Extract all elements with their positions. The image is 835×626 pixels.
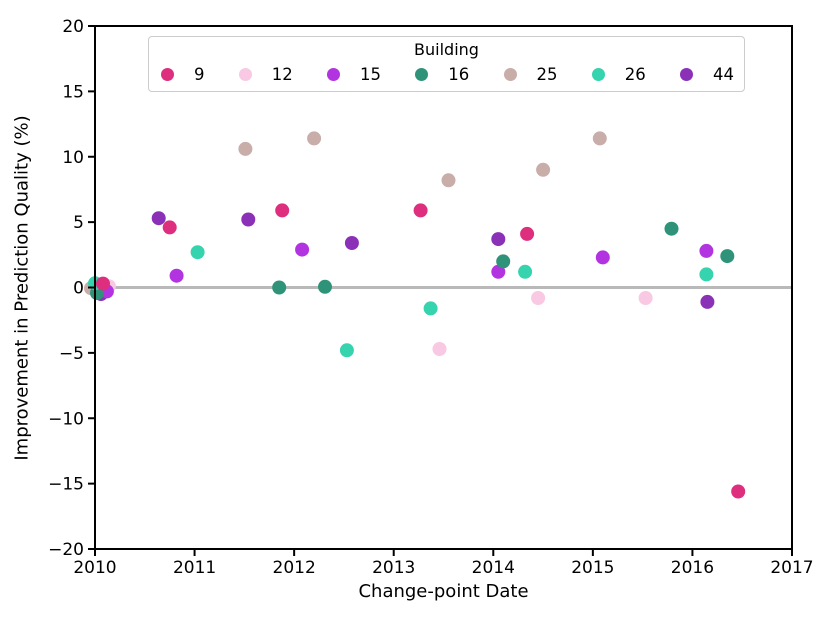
legend-swatch-25-icon <box>503 68 517 81</box>
x-tick-label: 2011 <box>173 558 216 578</box>
y-tick-label: 20 <box>62 17 84 37</box>
legend-label-25: 25 <box>536 65 558 84</box>
x-tick-label: 2014 <box>472 558 515 578</box>
point-building-12 <box>432 342 447 356</box>
legend-item-15: 15 <box>327 66 381 83</box>
point-building-15 <box>491 264 506 279</box>
y-tick-label: −5 <box>59 344 84 364</box>
legend-swatch-44-icon <box>680 68 693 81</box>
legend-swatch-26-icon <box>591 68 605 81</box>
point-building-44 <box>344 236 359 250</box>
point-building-44 <box>241 212 256 227</box>
point-building-16 <box>272 280 287 295</box>
point-building-25 <box>307 131 322 146</box>
y-tick-label: −10 <box>48 409 84 429</box>
point-building-26 <box>423 301 438 316</box>
legend-item-16: 16 <box>415 66 469 83</box>
point-building-44 <box>491 232 506 247</box>
point-building-25 <box>592 131 607 146</box>
point-building-15 <box>295 242 310 257</box>
legend-item-25: 25 <box>503 65 558 84</box>
legend-label-26: 26 <box>624 65 646 84</box>
legend-swatch-15-icon <box>327 68 340 81</box>
point-building-9 <box>520 226 535 241</box>
legend-swatch-12-icon <box>238 68 252 81</box>
y-axis-label: Improvement in Prediction Quality (%) <box>11 115 33 461</box>
point-building-15 <box>169 268 184 283</box>
point-building-26 <box>699 267 714 282</box>
point-building-9 <box>731 484 746 499</box>
legend: Building 9 12 15 16 25 26 44 <box>148 36 745 92</box>
point-building-15 <box>595 250 610 265</box>
legend-label-16: 16 <box>448 65 470 84</box>
legend-swatch-16-icon <box>415 68 429 81</box>
point-building-12 <box>531 291 546 305</box>
legend-item-44: 44 <box>680 66 734 83</box>
point-building-25 <box>441 173 456 188</box>
legend-label-9: 9 <box>194 65 205 84</box>
x-tick-label: 2016 <box>671 558 714 578</box>
point-building-44 <box>151 211 166 226</box>
point-building-26 <box>518 264 533 279</box>
y-tick-label: 0 <box>73 279 84 299</box>
point-building-16 <box>720 249 735 264</box>
point-building-15 <box>699 243 714 258</box>
point-building-9 <box>162 220 177 235</box>
legend-label-44: 44 <box>713 65 734 84</box>
y-tick-label: 5 <box>73 213 84 233</box>
point-building-9 <box>96 276 110 291</box>
legend-items: 9 12 15 16 25 26 44 <box>149 66 744 83</box>
legend-title: Building <box>414 40 479 59</box>
point-building-12 <box>638 291 653 305</box>
y-tick-label: 15 <box>62 82 84 102</box>
y-tick-label: 10 <box>62 148 84 168</box>
x-tick-label: 2013 <box>372 558 415 578</box>
legend-label-12: 12 <box>271 65 293 84</box>
legend-item-9: 9 <box>161 66 205 83</box>
legend-item-26: 26 <box>591 65 646 84</box>
point-building-9 <box>413 203 428 218</box>
point-building-16 <box>496 254 511 269</box>
legend-item-12: 12 <box>238 65 293 84</box>
point-building-16 <box>664 221 679 236</box>
legend-label-15: 15 <box>360 65 381 84</box>
point-building-44 <box>700 294 715 309</box>
point-building-25 <box>536 162 551 177</box>
y-tick-label: −15 <box>48 475 84 495</box>
x-axis-label: Change-point Date <box>358 581 529 602</box>
x-tick-label: 2015 <box>571 558 614 578</box>
point-building-9 <box>275 203 290 218</box>
point-building-26 <box>339 343 354 358</box>
x-tick-label: 2012 <box>273 558 316 578</box>
point-building-16 <box>318 279 332 294</box>
x-tick-label: 2010 <box>73 558 116 578</box>
y-tick-label: −20 <box>48 540 84 560</box>
point-building-26 <box>190 245 205 260</box>
point-building-25 <box>238 141 253 156</box>
legend-swatch-9-icon <box>161 68 174 81</box>
x-tick-label: 2017 <box>770 558 813 578</box>
